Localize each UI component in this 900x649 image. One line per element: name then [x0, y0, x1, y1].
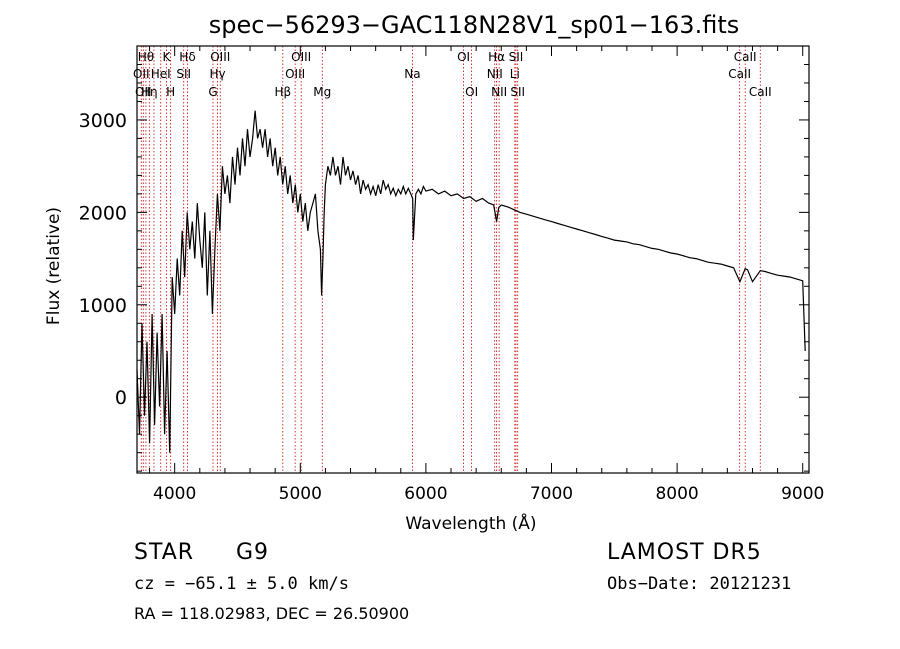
x-axis-ticks: 4000 5000 6000 7000 8000 9000	[149, 46, 824, 504]
x-tick-label: 4000	[153, 484, 196, 504]
spectral-line-markers	[140, 46, 761, 473]
line-label-18: OI	[457, 50, 470, 64]
survey-name: LAMOST DR5	[607, 540, 762, 565]
x-tick-label: 9000	[781, 484, 824, 504]
line-label-19: OI	[465, 85, 478, 99]
y-axis-ticks: 0 1000 2000 3000	[79, 45, 809, 472]
line-label-11: Hγ	[209, 67, 225, 81]
line-label-20: NII	[487, 67, 503, 81]
line-label-14: OIII	[285, 67, 305, 81]
line-label-22: NII	[491, 85, 507, 99]
line-label-24: SII	[509, 50, 524, 64]
object-subclass: G9	[236, 540, 270, 565]
spectral-line-labels: OIIOIIHθHηHeIKHSIIHδGHγOIIIHβOIIIOIIIMgN…	[133, 50, 772, 99]
object-class: STAR	[134, 540, 195, 565]
observation-date: Obs−Date: 20121231	[607, 574, 792, 594]
coordinates: RA = 118.02983, DEC = 26.50900	[134, 604, 410, 623]
line-label-21: Hα	[488, 50, 505, 64]
line-label-5: HeI	[151, 67, 171, 81]
line-label-10: G	[208, 85, 217, 99]
line-label-26: CaII	[728, 67, 751, 81]
y-tick-label: 3000	[79, 110, 127, 132]
chart-title: spec−56293−GAC118N28V1_sp01−163.fits	[209, 11, 739, 39]
x-tick-label: 7000	[530, 484, 573, 504]
y-tick-label: 2000	[79, 202, 127, 224]
x-tick-label: 6000	[404, 484, 447, 504]
line-label-1: OII	[135, 85, 152, 99]
spectrum-line	[136, 110, 806, 453]
y-tick-label: 0	[115, 387, 127, 409]
line-label-15: OIII	[291, 50, 311, 64]
x-axis-label: Wavelength (Å)	[405, 512, 536, 534]
x-tick-label: 5000	[279, 484, 322, 504]
y-axis-label: Flux (relative)	[44, 207, 64, 325]
line-label-6: K	[162, 50, 171, 64]
line-label-16: Mg	[313, 85, 331, 99]
line-label-9: Hδ	[179, 50, 195, 64]
y-tick-label: 1000	[79, 295, 127, 317]
line-label-2: Hθ	[138, 50, 154, 64]
line-label-8: SII	[176, 67, 191, 81]
line-label-0: OII	[133, 67, 150, 81]
redshift-cz: cz = −65.1 ± 5.0 km/s	[134, 574, 349, 594]
line-label-23: Li	[510, 67, 520, 81]
line-label-3: Hη	[141, 85, 158, 99]
line-label-27: CaII	[734, 50, 757, 64]
x-tick-label: 8000	[655, 484, 698, 504]
line-label-28: CaII	[749, 85, 772, 99]
line-label-25: SII	[510, 85, 525, 99]
line-label-17: Na	[404, 67, 420, 81]
plot-frame	[136, 45, 810, 474]
line-label-7: H	[166, 85, 175, 99]
line-label-13: Hβ	[274, 85, 291, 99]
line-label-12: OIII	[210, 50, 230, 64]
